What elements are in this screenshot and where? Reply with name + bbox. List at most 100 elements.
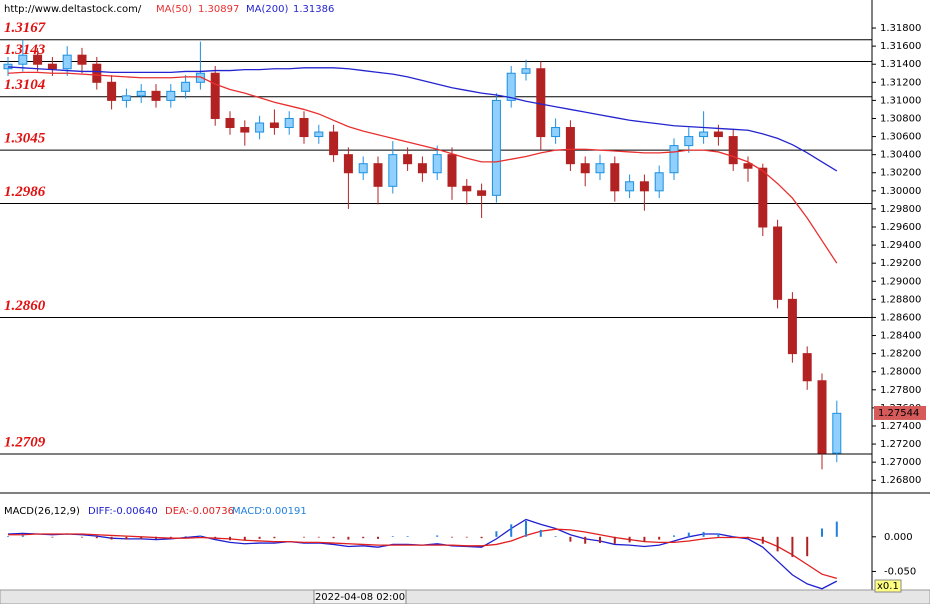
candle-body [136,90,146,97]
candle-body [669,145,679,174]
y-tick-label: 1.31200 [880,77,921,88]
y-tick-label: 1.28800 [880,294,921,305]
candle-body [77,54,87,65]
legend-name: MA(200) [246,4,288,15]
candle-body [373,163,383,187]
macd-line [8,528,837,579]
candle-body [506,72,516,101]
candle-body [580,163,590,174]
level-label: 1.3045 [4,131,46,147]
candle-body [210,72,220,119]
time-axis [0,589,930,605]
candle-body [269,122,279,129]
y-tick-label: 1.29000 [880,276,921,287]
source-url: http://www.deltastock.com/ [4,4,142,15]
y-tick-label: 1.26800 [880,475,921,486]
y-tick-label: 1.27400 [880,421,921,432]
candle-body [713,131,723,138]
candle-body [521,68,531,74]
y-tick-label: -0.050 [884,566,916,577]
candle-body [403,154,413,165]
candle-body [18,54,28,65]
candle-body [654,172,664,192]
y-tick-label: 1.31400 [880,59,921,70]
y-tick-label: 1.28400 [880,331,921,342]
candle-body [92,63,102,83]
candle-body [477,190,487,196]
candle-body [417,163,427,174]
y-tick-label: 1.30000 [880,186,921,197]
level-label: 1.3167 [4,20,46,36]
candle-body [47,63,57,70]
candle-body [491,99,501,196]
y-tick-label: 1.28600 [880,312,921,323]
y-tick-label: 1.31800 [880,23,921,34]
candle-body [551,127,561,138]
y-tick-label: 1.27800 [880,385,921,396]
ma-line [7,66,838,172]
candle-body [240,127,250,133]
candle-body [388,154,398,187]
current-price-box [874,405,926,420]
ma-line [7,71,838,264]
candle-body [639,181,649,192]
legend-value: 1.30897 [198,4,239,15]
candle-body [225,117,235,129]
scale-label: x0.1 [877,581,899,592]
candle-body [195,72,205,83]
candle-body [728,136,738,165]
candle-body [343,154,353,174]
candle-body [33,54,43,65]
candle-body [462,185,472,192]
candle-body [758,167,768,228]
candle-body [625,181,635,192]
y-tick-label: 1.31000 [880,95,921,106]
level-label: 1.2709 [4,434,46,450]
candle-body [699,131,709,138]
level-label: 1.2860 [4,298,46,314]
legend-entry: MACD:0.00191 [232,506,307,517]
y-tick-label: 1.29600 [880,222,921,233]
y-tick-label: 1.27000 [880,457,921,468]
candle-body [802,353,812,382]
candle-body [447,154,457,187]
candle-body [787,298,797,355]
panel-title: MACD(26,12,9) [4,506,80,517]
candle-body [832,412,842,454]
candle-body [62,54,72,70]
candle-body [255,122,265,133]
candle-body [743,163,753,169]
y-tick-label: 1.29400 [880,240,921,251]
candle-body [314,131,324,138]
y-tick-label: 1.27200 [880,439,921,450]
candle-body [595,163,605,174]
y-tick-label: 1.30800 [880,113,921,124]
candle-body [610,163,620,192]
y-tick-label: 1.30200 [880,168,921,179]
current-price: 1.27544 [878,408,919,419]
y-tick-label: 1.29200 [880,258,921,269]
legend-entry: DIFF:-0.00640 [88,506,158,517]
y-tick-label: 1.31600 [880,41,921,52]
candle-body [3,63,13,70]
legend-name: MA(50) [156,4,192,15]
candle-body [565,127,575,165]
candle-body [151,90,161,101]
y-tick-label: 1.30600 [880,132,921,143]
legend-entry: DEA:-0.00736 [165,506,234,517]
candle-body [181,81,191,92]
candle-body [684,136,694,147]
candle-body [299,117,309,138]
candle-body [817,380,827,454]
y-tick-label: 1.28200 [880,349,921,360]
candle-body [284,117,294,129]
candle-body [432,154,442,174]
time-label: 2022-04-08 02:00 [315,592,405,603]
candle-body [121,95,131,101]
candle-body [107,81,117,101]
scale-box [874,579,902,593]
level-label: 1.3104 [4,77,46,93]
candle-body [773,226,783,300]
candle-body [329,131,339,156]
